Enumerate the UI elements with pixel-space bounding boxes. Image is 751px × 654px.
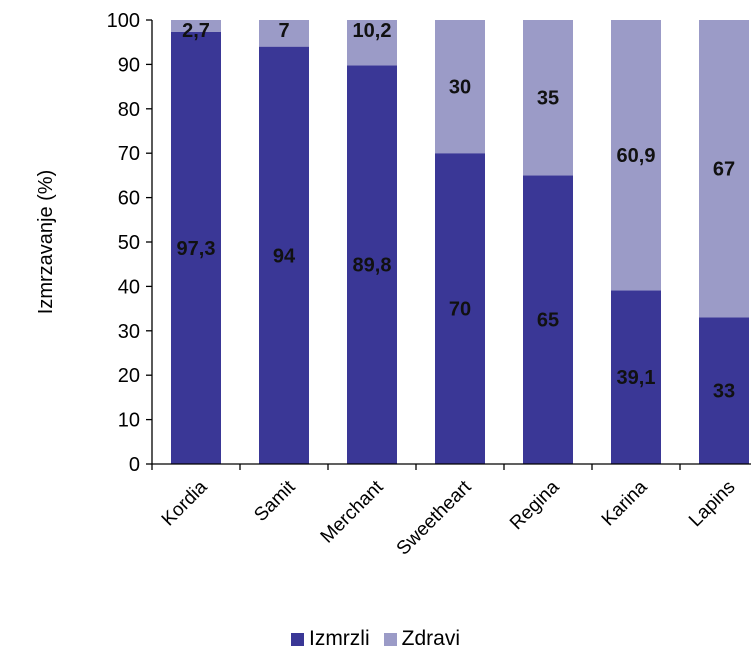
bar-zdravi-regina <box>523 20 573 176</box>
bar-zdravi-merchant <box>347 20 397 66</box>
data-label-izmrzli-regina: 65 <box>537 310 559 332</box>
legend-item-izmrzli: Izmrzli <box>290 627 370 651</box>
bar-izmrzli-karina <box>611 290 661 464</box>
x-tick-label-lapins: Lapins <box>685 477 739 531</box>
y-tick-label-0: 0 <box>129 454 140 476</box>
data-label-izmrzli-kordia: 97,3 <box>177 238 216 260</box>
y-axis-title: Izmrzavanje (%) <box>35 170 57 314</box>
y-tick-label-80: 80 <box>118 99 140 121</box>
data-label-izmrzli-merchant: 89,8 <box>353 255 392 277</box>
legend-label-zdravi: Zdravi <box>401 627 460 650</box>
legend-item-zdravi: Zdravi <box>383 627 460 651</box>
y-tick-label-30: 30 <box>118 321 140 343</box>
data-label-zdravi-merchant: 10,2 <box>353 20 392 42</box>
data-label-zdravi-lapins: 67 <box>713 159 735 181</box>
y-tick-label-100: 100 <box>107 10 140 32</box>
data-label-izmrzli-karina: 39,1 <box>617 367 656 389</box>
y-tick-label-90: 90 <box>118 54 140 76</box>
x-tick-label-merchant: Merchant <box>317 476 388 547</box>
bar-izmrzli-lapins <box>699 317 749 464</box>
x-tick-label-regina: Regina <box>506 476 564 534</box>
data-label-zdravi-kordia: 2,7 <box>182 20 210 42</box>
data-label-izmrzli-samit: 94 <box>273 245 296 267</box>
data-label-izmrzli-lapins: 33 <box>713 381 735 403</box>
x-tick-label-sweetheart: Sweetheart <box>393 476 476 559</box>
bar-izmrzli-kordia <box>171 31 221 464</box>
bar-izmrzli-merchant <box>347 65 397 465</box>
y-tick-label-70: 70 <box>118 143 140 165</box>
bar-zdravi-sweetheart <box>435 20 485 154</box>
bar-izmrzli-samit <box>259 46 309 464</box>
bar-zdravi-lapins <box>699 20 749 318</box>
bar-izmrzli-regina <box>523 175 573 464</box>
data-label-zdravi-regina: 35 <box>537 88 559 110</box>
y-tick-label-20: 20 <box>118 365 140 387</box>
bar-izmrzli-sweetheart <box>435 153 485 464</box>
data-label-zdravi-karina: 60,9 <box>617 145 656 167</box>
x-tick-label-kordia: Kordia <box>158 476 212 530</box>
y-tick-label-10: 10 <box>118 410 140 432</box>
legend-label-izmrzli: Izmrzli <box>308 627 370 650</box>
plot-area: 97,3 2,7 94 7 89,8 10,2 70 30 65 35 39,1 60,9 33 67 0 1… <box>107 10 751 560</box>
y-tick-label-60: 60 <box>118 188 140 210</box>
y-tick-label-40: 40 <box>118 276 140 298</box>
bar-zdravi-karina <box>611 20 661 291</box>
data-label-zdravi-samit: 7 <box>278 20 289 42</box>
x-tick-label-karina: Karina <box>598 476 652 530</box>
bar-zdravi-kordia <box>171 20 221 32</box>
data-label-izmrzli-sweetheart: 70 <box>449 299 471 321</box>
legend-swatch-zdravi <box>383 632 397 646</box>
y-tick-label-50: 50 <box>118 232 140 254</box>
data-label-zdravi-sweetheart: 30 <box>449 77 471 99</box>
x-tick-label-samit: Samit <box>250 476 300 526</box>
bar-zdravi-samit <box>259 20 309 47</box>
legend-swatch-izmrzli <box>290 632 304 646</box>
legend: Izmrzli Zdravi <box>0 624 751 654</box>
stacked-bar-chart: 97,3 2,7 94 7 89,8 10,2 70 30 65 35 39,1 60,9 33 67 0 1… <box>35 10 751 560</box>
